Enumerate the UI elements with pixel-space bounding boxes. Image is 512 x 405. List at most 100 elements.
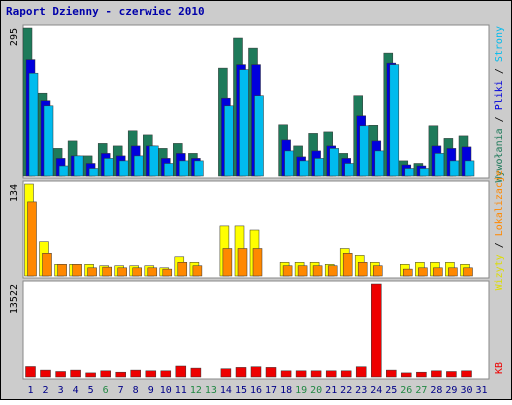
bar-visits-lokalizacje-day-4 (72, 264, 82, 277)
bar-kb-kb-day-22 (340, 370, 352, 378)
bar-visits-lokalizacje-day-22 (342, 253, 353, 277)
bar-hits-strony-day-28 (434, 153, 445, 177)
day-label-9: 9 (148, 385, 154, 396)
bar-kb-kb-day-16 (250, 366, 262, 378)
bar-visits-lokalizacje-day-18 (282, 265, 293, 277)
day-label-2: 2 (42, 385, 48, 396)
day-label-29: 29 (445, 385, 457, 396)
bar-visits-lokalizacje-day-27 (418, 267, 428, 277)
legend-top-part-4: / (494, 62, 505, 80)
day-label-7: 7 (118, 385, 124, 396)
bar-hits-strony-day-7 (118, 160, 129, 177)
bar-hits-strony-day-30 (464, 160, 475, 177)
bar-kb-kb-day-2 (40, 369, 51, 378)
day-label-15: 15 (235, 385, 247, 396)
day-label-10: 10 (160, 385, 172, 396)
bar-kb-kb-day-11 (175, 365, 187, 378)
legend-visits-sites: Wizyty / Lokalizacje (494, 170, 505, 290)
day-label-27: 27 (415, 385, 427, 396)
chart-title: Raport Dzienny - czerwiec 2010 (6, 5, 205, 18)
bar-hits-strony-day-24 (374, 150, 385, 177)
bar-kb-kb-day-14 (220, 368, 232, 378)
bar-visits-lokalizacje-day-9 (147, 267, 158, 277)
bar-kb-kb-day-12 (190, 367, 202, 378)
bar-kb-kb-day-30 (461, 370, 472, 378)
day-label-21: 21 (325, 385, 337, 396)
bar-hits-strony-day-26 (404, 168, 415, 177)
day-label-4: 4 (73, 385, 79, 396)
legend-bottom-part-1: KB (494, 362, 505, 374)
legend-top-part-3: Pliki (494, 80, 505, 110)
bar-visits-lokalizacje-day-19 (297, 265, 308, 277)
bar-visits-lokalizacje-day-3 (57, 264, 67, 277)
bar-kb-kb-day-1 (25, 366, 36, 378)
bar-visits-lokalizacje-day-8 (132, 267, 142, 277)
day-label-31: 31 (475, 385, 487, 396)
bar-visits-lokalizacje-day-7 (117, 267, 127, 277)
bar-visits-lokalizacje-day-26 (403, 268, 413, 277)
bar-kb-kb-day-4 (70, 369, 81, 378)
bar-kb-kb-day-20 (310, 370, 322, 378)
legend-middle-part-2: / (494, 236, 505, 254)
day-label-16: 16 (250, 385, 262, 396)
bar-kb-kb-day-15 (235, 367, 247, 378)
bar-hits-strony-day-8 (133, 155, 144, 177)
day-label-14: 14 (220, 385, 232, 396)
day-label-6: 6 (103, 385, 109, 396)
legend-top-part-2: / (494, 110, 505, 128)
day-label-24: 24 (370, 385, 382, 396)
day-label-23: 23 (355, 385, 367, 396)
bar-hits-strony-day-5 (88, 168, 99, 177)
day-label-22: 22 (340, 385, 352, 396)
bar-kb-kb-day-6 (100, 370, 111, 378)
bar-hits-strony-day-11 (179, 160, 189, 177)
bar-kb-kb-day-3 (55, 371, 66, 378)
bar-kb-kb-day-29 (446, 371, 457, 378)
legend-top-part-5: Strony (494, 26, 505, 62)
series-hits-3 (28, 64, 475, 177)
bar-hits-strony-day-16 (254, 95, 264, 177)
chart-panels: 295 134 13522 (9, 24, 490, 380)
bar-kb-kb-day-5 (85, 372, 96, 378)
bar-visits-lokalizacje-day-10 (162, 268, 173, 277)
day-label-20: 20 (310, 385, 322, 396)
series-kb-1 (25, 283, 472, 378)
bar-hits-strony-day-15 (239, 69, 249, 177)
bar-visits-lokalizacje-day-11 (177, 262, 188, 277)
day-label-18: 18 (280, 385, 292, 396)
bar-visits-lokalizacje-day-24 (373, 265, 383, 277)
day-labels: 1 2 3 4 5 6 7 8 9 10 11 12 13 14 15 16 17 18 19 20 21 22 23 24 2… (27, 385, 487, 396)
bar-kb-kb-day-9 (145, 370, 157, 378)
panel-visits-ymax-label: 134 (9, 184, 20, 202)
bar-kb-kb-day-26 (401, 372, 412, 378)
bar-visits-lokalizacje-day-23 (357, 262, 368, 277)
bar-hits-strony-day-4 (73, 155, 84, 177)
panel-kb: 13522 (9, 280, 490, 380)
bar-kb-kb-day-18 (280, 370, 292, 378)
bar-visits-lokalizacje-day-14 (222, 248, 233, 277)
bar-hits-strony-day-12 (194, 160, 204, 177)
legend-hits-files-pages: Wywołania / Pliki / Strony (494, 26, 505, 183)
bar-kb-kb-day-23 (355, 366, 367, 378)
bar-kb-kb-day-7 (115, 371, 126, 378)
day-label-1: 1 (27, 385, 33, 396)
bar-hits-strony-day-2 (43, 105, 54, 177)
bar-kb-kb-day-25 (386, 369, 397, 378)
bar-visits-lokalizacje-day-29 (448, 267, 458, 277)
bar-hits-strony-day-18 (284, 150, 294, 177)
day-label-30: 30 (460, 385, 472, 396)
bar-visits-lokalizacje-day-2 (42, 253, 52, 277)
day-label-26: 26 (400, 385, 412, 396)
bar-hits-strony-day-14 (224, 105, 234, 177)
bar-visits-lokalizacje-day-21 (327, 265, 338, 277)
bar-hits-strony-day-1 (28, 72, 39, 177)
panel-visits: 134 (9, 180, 490, 279)
legend-top-part-1: Wywołania (494, 128, 505, 182)
bar-visits-lokalizacje-day-15 (237, 248, 248, 277)
bar-hits-strony-day-20 (314, 158, 324, 177)
bar-visits-lokalizacje-day-20 (312, 265, 323, 277)
panel-hits-ymax-label: 295 (9, 28, 20, 46)
legend-kb: KB (494, 362, 505, 374)
legend-middle-part-3: Lokalizacje (494, 170, 505, 236)
